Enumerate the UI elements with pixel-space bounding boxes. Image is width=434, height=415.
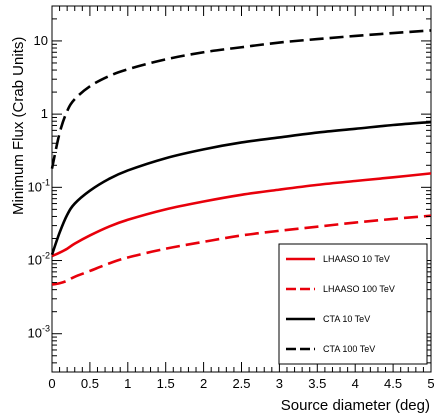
y-tick-label: 10-1 [28, 177, 50, 194]
x-tick-label: 0.5 [81, 376, 99, 391]
y-tick-label: 1 [41, 106, 48, 121]
legend-label-3: CTA 100 TeV [323, 344, 375, 354]
series-line-0 [51, 172, 432, 258]
legend-box [278, 243, 428, 365]
y-axis-title: Minimum Flux (Crab Units) [10, 37, 27, 215]
y-tick-label: 10-2 [28, 251, 50, 268]
y-tick-label: 10-3 [28, 324, 50, 341]
x-tick-label: 1 [124, 376, 131, 391]
x-tick-label: 2 [200, 376, 207, 391]
x-axis-title: Source diameter (deg) [281, 397, 430, 414]
x-tick-label: 3 [276, 376, 283, 391]
x-tick-label: 1.5 [157, 376, 175, 391]
y-tick-label: 10 [34, 33, 48, 48]
legend-label-1: LHAASO 100 TeV [323, 284, 395, 294]
x-tick-label: 4.5 [384, 376, 402, 391]
legend-label-2: CTA 10 TeV [323, 314, 370, 324]
x-tick-label: 4 [352, 376, 359, 391]
x-tick-label: 5 [427, 376, 434, 391]
legend-label-0: LHAASO 10 TeV [323, 254, 390, 264]
x-tick-label: 0 [48, 376, 55, 391]
x-tick-label: 2.5 [232, 376, 250, 391]
series-line-2 [50, 120, 432, 256]
series-line-3 [50, 29, 432, 169]
x-tick-label: 3.5 [308, 376, 326, 391]
